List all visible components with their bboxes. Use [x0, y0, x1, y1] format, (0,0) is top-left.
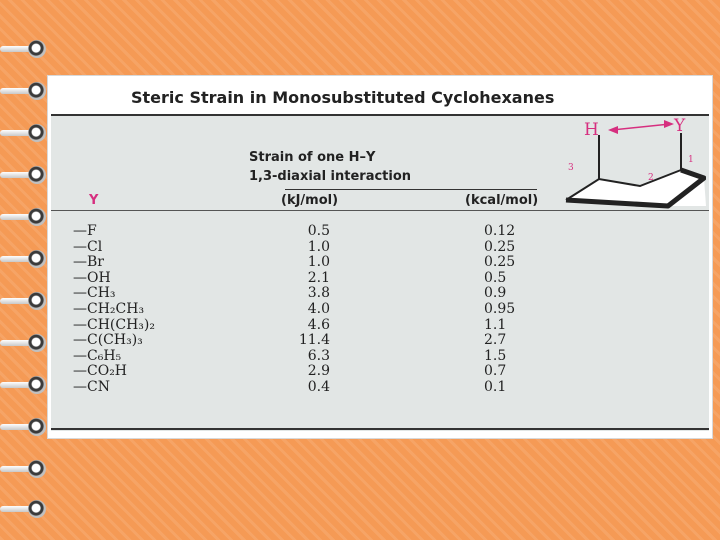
strain-table: Steric Strain in Monosubstituted Cyclohe… — [51, 79, 709, 431]
substituent-cell: —CN — [73, 378, 110, 395]
position-2: 2 — [648, 173, 654, 183]
binding-ring — [0, 250, 50, 268]
kcal-cell: 1.5 — [484, 347, 507, 364]
slide-card: Steric Strain in Monosubstituted Cyclohe… — [47, 75, 713, 439]
arrow-head-right-icon — [664, 120, 674, 128]
chair-front-edge — [565, 167, 706, 209]
strain-header-rule — [285, 189, 537, 190]
substituent-cell: —F — [73, 223, 97, 239]
title-band: Steric Strain in Monosubstituted Cyclohe… — [51, 79, 709, 116]
substituent-header: Y — [89, 193, 99, 208]
chair-back-edge — [565, 169, 682, 201]
binding-ring — [0, 500, 50, 518]
kcal-cell: 0.1 — [484, 378, 507, 395]
table-row: —CN 0.4 0.1 — [51, 379, 709, 395]
kj-cell: 2.1 — [307, 269, 330, 286]
substituent-cell: —Cl — [73, 238, 103, 255]
table-body: —F 0.5 0.12 —Cl 1.0 0.25 —Br 1.0 0.25 —OH 2.1 0.… — [51, 223, 709, 395]
substituent-cell: —Br — [73, 254, 104, 271]
substituent-cell: —CH₃ — [73, 285, 116, 302]
kcal-cell: 0.95 — [484, 300, 516, 317]
kcal-cell: 0.25 — [484, 254, 516, 271]
kj-cell: 2.9 — [307, 363, 330, 380]
table-bottom-rule — [51, 428, 709, 430]
table-row: —CH₂CH₃ 4.0 0.95 — [51, 301, 709, 317]
binding-ring — [0, 208, 50, 226]
chair-fill — [566, 170, 706, 206]
kj-cell: 0.5 — [307, 223, 330, 239]
kcal-cell: 0.25 — [484, 238, 516, 255]
kj-cell: 1.0 — [307, 254, 330, 271]
interaction-arrow — [611, 123, 671, 131]
table-row: —CO₂H 2.9 0.7 — [51, 363, 709, 379]
label-h: H — [584, 120, 599, 140]
kj-cell: 4.6 — [307, 316, 330, 333]
position-1: 1 — [688, 155, 694, 165]
cyclohexane-chair-diagram: H Y 1 2 3 — [565, 116, 706, 209]
substituent-cell: —C₆H₅ — [73, 347, 122, 364]
table-row: —C₆H₅ 6.3 1.5 — [51, 348, 709, 364]
substituent-cell: —CH(CH₃)₂ — [73, 316, 155, 333]
kcal-cell: 2.7 — [484, 332, 507, 349]
strain-header-line2: 1,3-diaxial interaction — [249, 169, 412, 184]
table-row: —OH 2.1 0.5 — [51, 270, 709, 286]
binding-ring — [0, 418, 50, 436]
substituent-cell: —C(CH₃)₃ — [73, 332, 143, 349]
kcal-cell: 0.5 — [484, 269, 507, 286]
table-row: —CH₃ 3.8 0.9 — [51, 285, 709, 301]
position-3: 3 — [568, 163, 574, 173]
kcal-cell: 0.7 — [484, 363, 507, 380]
arrow-head-left-icon — [608, 126, 618, 134]
kj-header: (kJ/mol) — [281, 193, 339, 208]
kj-cell: 6.3 — [307, 347, 330, 364]
header-rule — [51, 210, 709, 211]
substituent-cell: —CH₂CH₃ — [73, 300, 145, 317]
kcal-cell: 0.12 — [484, 223, 516, 239]
kcal-header: (kcal/mol) — [465, 193, 539, 208]
kj-cell: 3.8 — [307, 285, 330, 302]
binding-ring — [0, 376, 50, 394]
kj-cell: 4.0 — [307, 300, 330, 317]
binding-ring — [0, 334, 50, 352]
binding-ring — [0, 40, 50, 58]
table-row: —C(CH₃)₃ 11.4 2.7 — [51, 332, 709, 348]
binding-ring — [0, 292, 50, 310]
binding-ring — [0, 460, 50, 478]
table-row: —Cl 1.0 0.25 — [51, 239, 709, 255]
binding-ring — [0, 82, 50, 100]
table-row: —CH(CH₃)₂ 4.6 1.1 — [51, 317, 709, 333]
kj-cell: 0.4 — [307, 378, 330, 395]
binding-ring — [0, 166, 50, 184]
substituent-cell: —CO₂H — [73, 363, 128, 380]
label-y: Y — [673, 116, 686, 136]
kj-cell: 1.0 — [307, 238, 330, 255]
kcal-cell: 1.1 — [484, 316, 507, 333]
strain-header-line1: Strain of one H–Y — [249, 150, 376, 165]
table-row: —F 0.5 0.12 — [51, 223, 709, 239]
binding-ring — [0, 124, 50, 142]
table-row: —Br 1.0 0.25 — [51, 254, 709, 270]
kj-cell: 11.4 — [298, 332, 330, 349]
kcal-cell: 0.9 — [484, 285, 507, 302]
table-title: Steric Strain in Monosubstituted Cyclohe… — [131, 88, 555, 107]
substituent-cell: —OH — [73, 269, 111, 286]
